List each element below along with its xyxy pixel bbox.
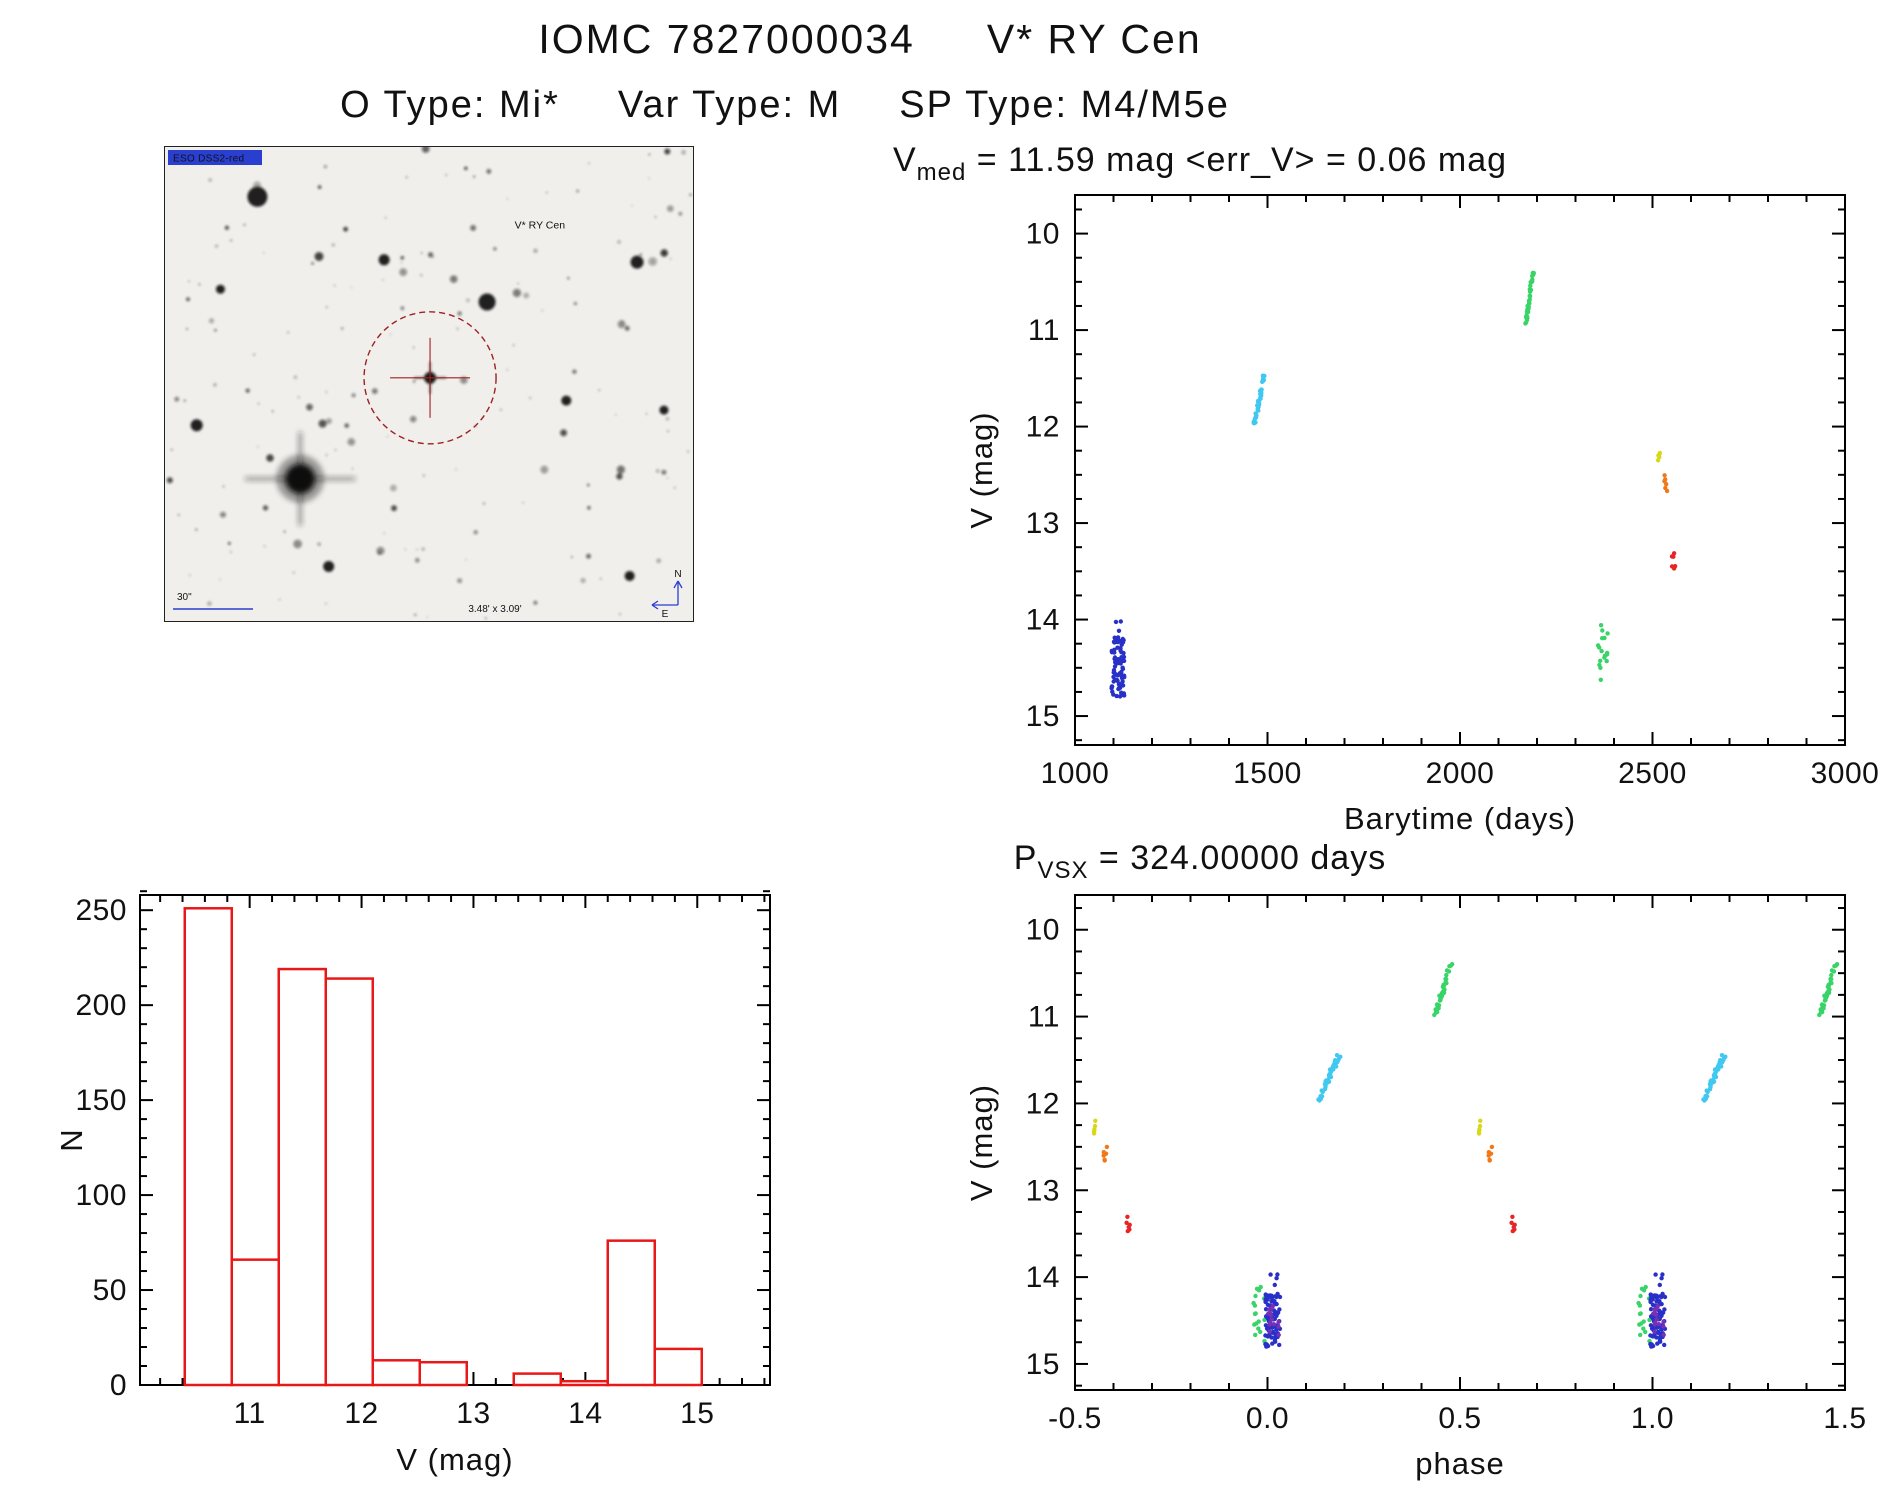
bright-star: [245, 432, 356, 526]
histogram-bar: [606, 1239, 656, 1387]
x-axis-label: Barytime (days): [1344, 801, 1576, 836]
phase-data-points: [1091, 962, 1840, 1349]
histogram-bar: [418, 1360, 468, 1387]
sky-image: ESO DSS2-red V* RY Cen 30" 3.48' x 3.09' N E: [165, 147, 693, 621]
plot-frame: [1074, 194, 1846, 746]
field-star: [215, 284, 225, 294]
histogram-bar: [230, 1258, 281, 1387]
y-tick-label: 200: [75, 989, 127, 1022]
x-tick-label: 1.5: [1823, 1402, 1866, 1435]
x-tick-label: 3000: [1811, 757, 1880, 790]
field-star: [630, 255, 644, 269]
histogram-bar: [371, 1359, 422, 1387]
x-tick-label: 0.5: [1438, 1402, 1481, 1435]
x-tick-label: 13: [456, 1397, 490, 1430]
x-tick-label: 0.0: [1246, 1402, 1289, 1435]
y-tick-label: 250: [75, 894, 127, 927]
histogram-bar: [277, 967, 328, 1387]
field-star: [624, 570, 635, 581]
y-tick-label: 10: [1026, 914, 1060, 947]
lightcurve-axes: 1000 1500 2000 2500 3000 10 11 12 13 14 15 Barytime…: [893, 141, 1879, 836]
compass-east-label: E: [662, 609, 669, 620]
phase-title: PVSX = 324.00000 days: [1014, 839, 1386, 884]
y-tick-label: 100: [75, 1179, 127, 1212]
star-name-label: V* RY Cen: [986, 16, 1202, 62]
survey-label-chip: [168, 150, 262, 165]
histogram-bar: [324, 977, 375, 1387]
histogram-bar: [653, 1347, 703, 1387]
histogram-bar: [183, 907, 234, 1387]
compass-icon: [651, 580, 683, 610]
page-subtitle: O Type: Mi* Var Type: M SP Type: M4/M5e: [0, 84, 1570, 127]
field-star: [659, 405, 669, 415]
sky-survey-label: ESO DSS2-red: [173, 154, 244, 165]
y-tick-label: 11: [1028, 314, 1060, 347]
y-tick-label: 150: [75, 1084, 127, 1117]
phase-axes: -0.5 0.0 0.5 1.0 1.5 10 11 12 13 14 15 phase V (mag)…: [964, 839, 1866, 1481]
variability-type-label: Var Type: M: [617, 84, 842, 126]
object-type-label: O Type: Mi*: [340, 84, 560, 126]
x-tick-label: 1.0: [1631, 1402, 1674, 1435]
sky-target-label: V* RY Cen: [515, 220, 566, 232]
iomc-id-label: IOMC 7827000034: [538, 16, 915, 62]
lightcurve-data-points: [1109, 270, 1678, 699]
page-title: IOMC 7827000034 V* RY Cen: [0, 16, 1740, 63]
y-axis-label: V (mag): [964, 1084, 999, 1201]
y-tick-label: 15: [1026, 1348, 1060, 1381]
x-axis-label: phase: [1415, 1446, 1504, 1481]
field-star: [247, 186, 268, 207]
y-tick-label: 11: [1028, 1001, 1060, 1034]
y-tick-label: 15: [1026, 700, 1060, 733]
x-tick-label: 15: [680, 1397, 714, 1430]
lightcurve-plot: 1000 1500 2000 2500 3000 10 11 12 13 14 15 Barytime…: [893, 141, 1879, 836]
lightcurve-title: Vmed = 11.59 mag <err_V> = 0.06 mag: [893, 141, 1507, 186]
y-tick-label: 13: [1026, 507, 1060, 540]
y-tick-label: 10: [1026, 218, 1060, 251]
x-tick-label: 2000: [1426, 757, 1495, 790]
histogram-bar: [559, 1379, 609, 1387]
y-tick-label: 14: [1026, 604, 1060, 637]
x-tick-label: 14: [568, 1397, 602, 1430]
sky-fov-label: 3.48' x 3.09': [468, 604, 521, 615]
x-tick-label: 1500: [1233, 757, 1302, 790]
field-star: [478, 293, 496, 311]
y-tick-label: 13: [1026, 1174, 1060, 1207]
y-tick-label: 14: [1026, 1261, 1060, 1294]
field-star: [323, 560, 335, 572]
phase-folded-plot: -0.5 0.0 0.5 1.0 1.5 10 11 12 13 14 15 phase V (mag)…: [964, 839, 1866, 1481]
compass-north-label: N: [674, 569, 681, 580]
sky-image-panel: ESO DSS2-red V* RY Cen 30" 3.48' x 3.09' N E: [164, 146, 694, 622]
spectral-type-label: SP Type: M4/M5e: [899, 84, 1230, 126]
y-axis-label: N: [54, 1128, 89, 1151]
sky-scalebar-label: 30": [177, 592, 192, 603]
histogram-bars: [183, 907, 703, 1387]
y-axis-label: V (mag): [964, 411, 999, 528]
y-tick-label: 50: [93, 1274, 127, 1307]
x-tick-label: 11: [234, 1397, 266, 1430]
field-star: [561, 395, 572, 406]
field-star: [378, 254, 390, 266]
x-tick-label: 2500: [1618, 757, 1687, 790]
x-tick-label: -0.5: [1048, 1402, 1102, 1435]
x-tick-label: 12: [344, 1397, 378, 1430]
histogram-bar: [512, 1372, 562, 1387]
target-circle-marker: [363, 311, 497, 445]
x-tick-label: 1000: [1041, 757, 1110, 790]
plot-frame: [1074, 894, 1846, 1391]
y-tick-label: 0: [110, 1369, 127, 1402]
y-tick-label: 12: [1026, 1087, 1060, 1120]
x-axis-label: V (mag): [396, 1442, 513, 1477]
field-star: [190, 419, 203, 432]
y-tick-label: 12: [1026, 411, 1060, 444]
